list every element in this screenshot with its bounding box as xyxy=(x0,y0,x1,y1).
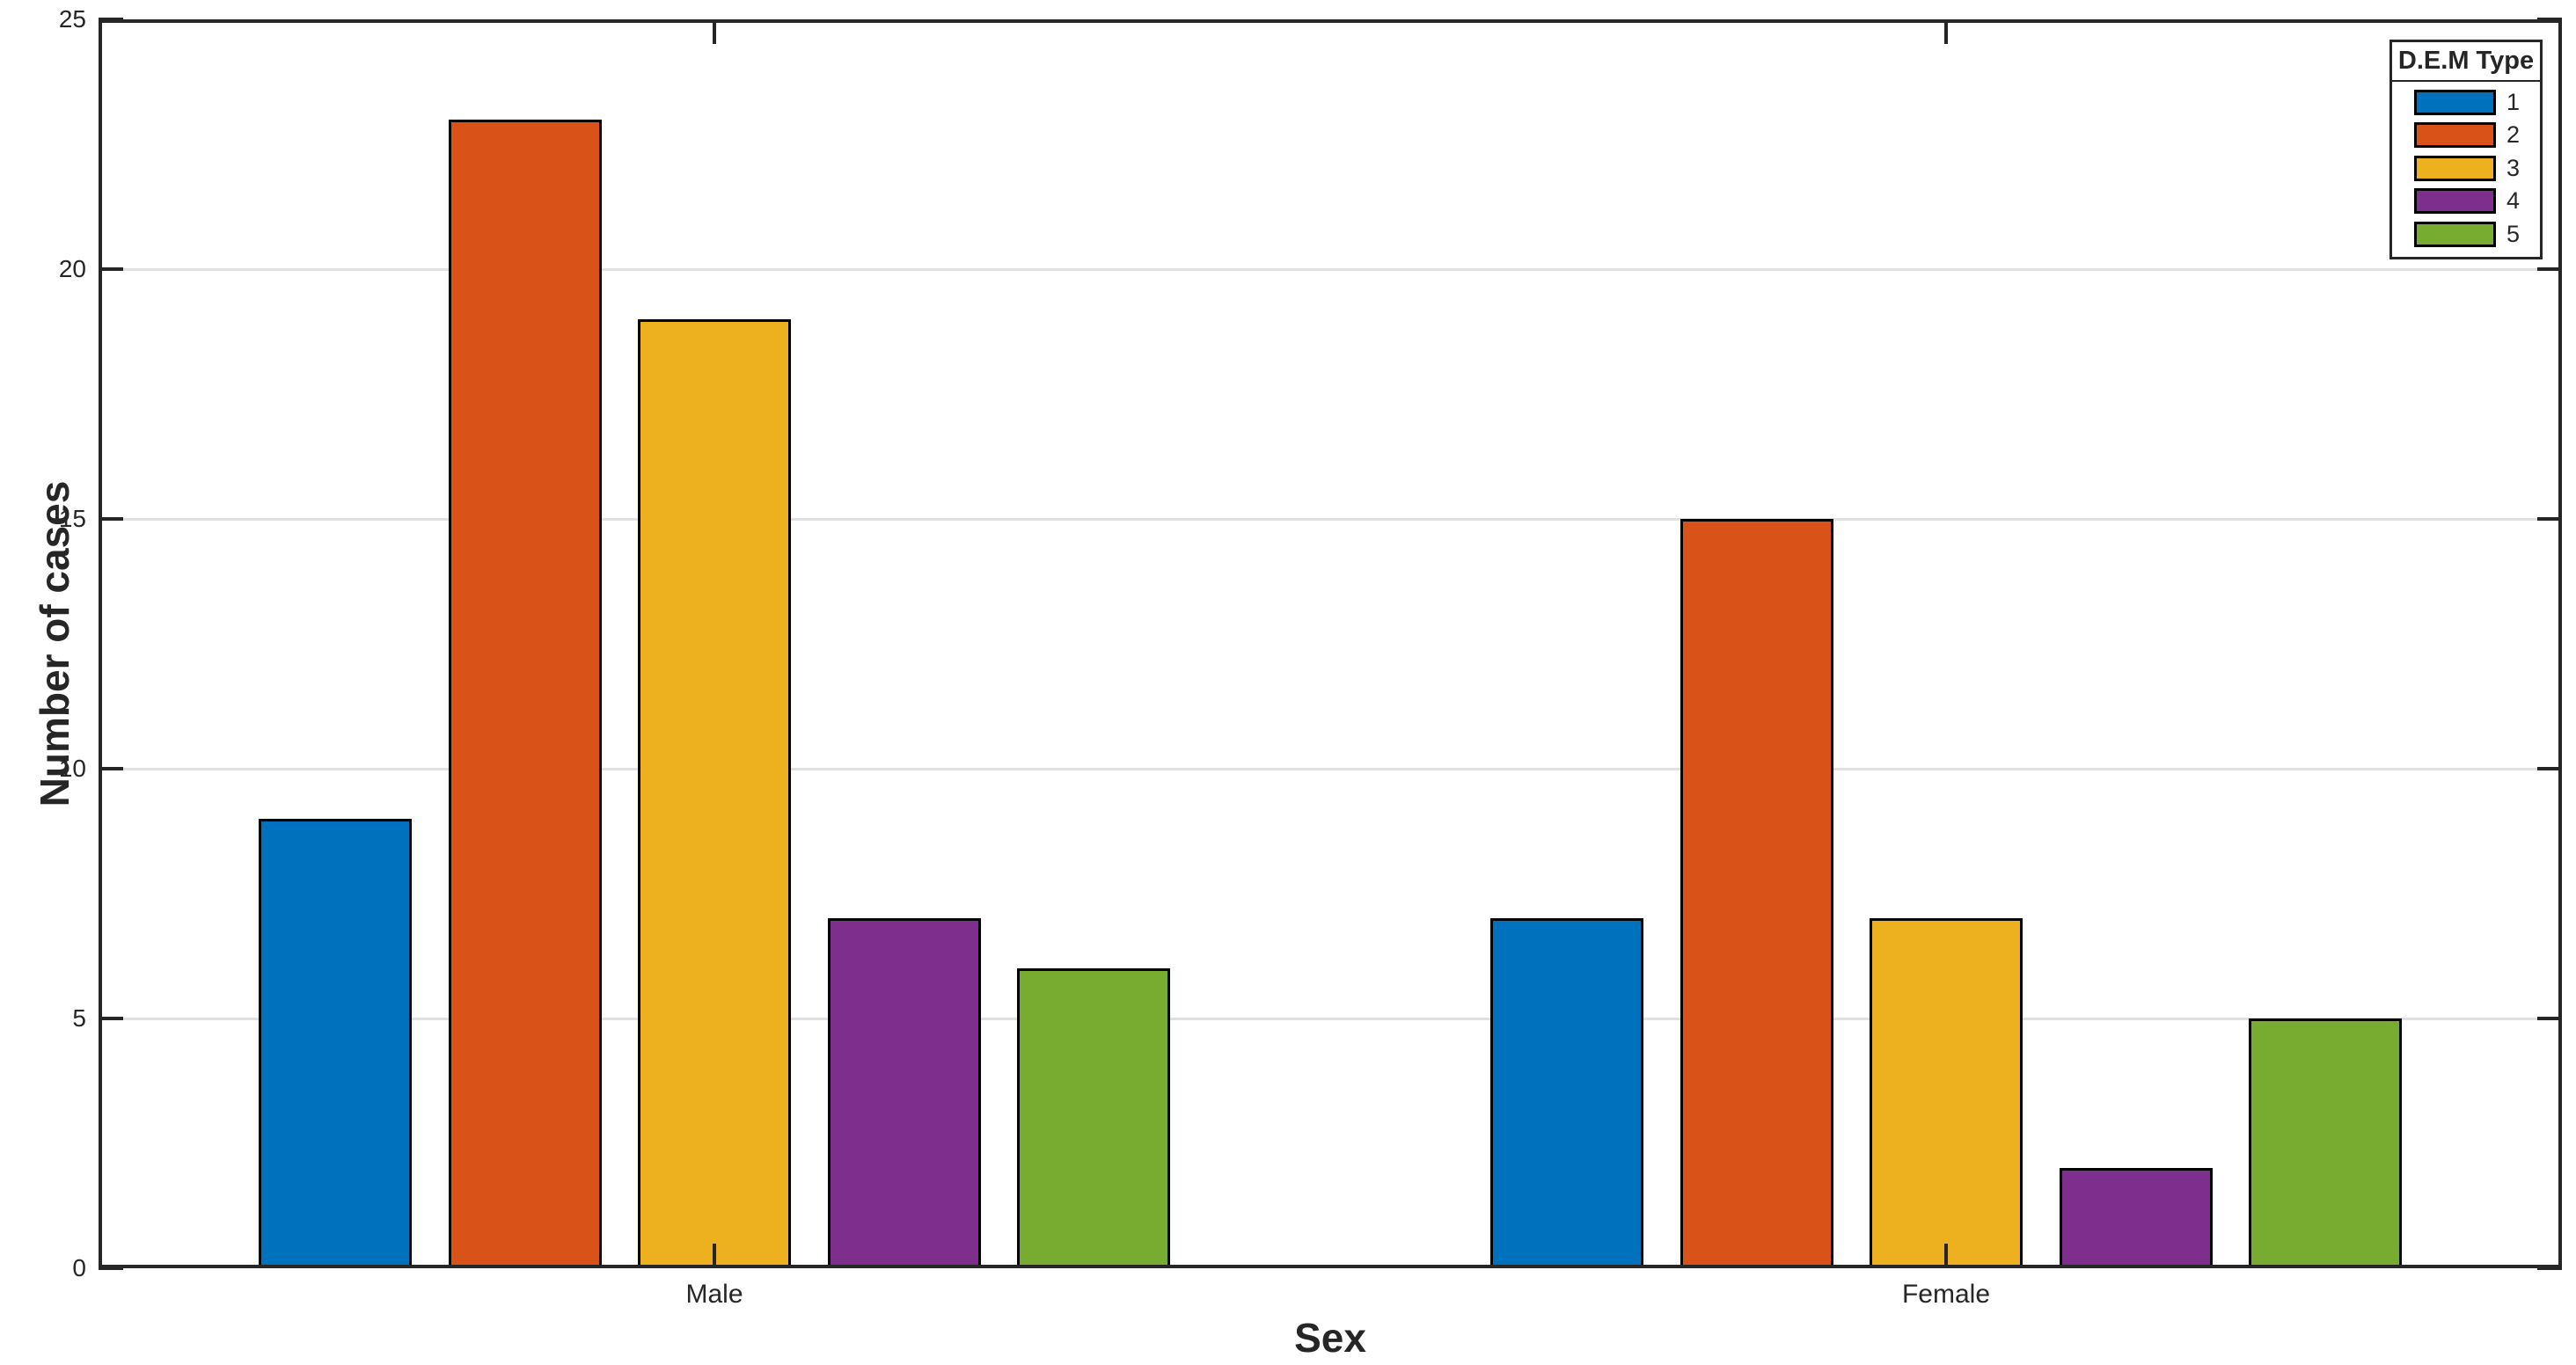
y-tick-left-side-0 xyxy=(99,1266,123,1270)
gridline-y-20 xyxy=(99,267,2562,271)
x-tick-label-male: Male xyxy=(685,1280,743,1309)
y-tick-right-side-0 xyxy=(2537,1266,2562,1270)
y-tick-label-15: 15 xyxy=(58,505,86,532)
legend-swatch-type-3 xyxy=(2414,155,2496,181)
plot-border-right xyxy=(2558,19,2562,1268)
gridline-y-10 xyxy=(99,767,2562,770)
legend-item-label-type-1: 1 xyxy=(2506,88,2521,115)
legend-title: D.E.M Type xyxy=(2392,42,2540,82)
x-tick-top-side-male xyxy=(713,19,716,44)
legend-swatch-type-2 xyxy=(2414,122,2496,148)
bar-male-type-3 xyxy=(638,318,791,1268)
y-tick-left-side-5 xyxy=(99,1017,123,1020)
x-tick-label-female: Female xyxy=(1901,1280,1991,1309)
legend-item-label-type-4: 4 xyxy=(2506,187,2521,214)
y-tick-label-0: 0 xyxy=(72,1254,86,1281)
y-axis-line xyxy=(99,19,102,1268)
bar-female-type-5 xyxy=(2249,1018,2402,1268)
x-axis-line xyxy=(99,1265,2562,1268)
legend-item-label-type-2: 2 xyxy=(2506,121,2521,148)
x-tick-top-side-female xyxy=(1944,19,1948,44)
legend-item-type-3: 3 xyxy=(2414,154,2540,181)
gridline-y-5 xyxy=(99,1017,2562,1020)
y-tick-label-5: 5 xyxy=(72,1004,86,1032)
bar-female-type-1 xyxy=(1490,918,1643,1268)
bar-female-type-3 xyxy=(1870,918,2023,1268)
plot-border-top xyxy=(99,19,2562,23)
bar-male-type-2 xyxy=(448,119,602,1268)
x-tick-bottom-side-female xyxy=(1944,1244,1948,1268)
legend-item-type-5: 5 xyxy=(2414,220,2540,247)
x-axis-label: Sex xyxy=(1294,1315,1366,1361)
legend: D.E.M Type 1 2 3 4 5 xyxy=(2389,40,2543,259)
y-tick-right-side-20 xyxy=(2537,267,2562,271)
bar-female-type-2 xyxy=(1680,519,1833,1268)
y-tick-label-25: 25 xyxy=(58,5,86,33)
bar-male-type-5 xyxy=(1017,968,1170,1268)
legend-swatch-type-4 xyxy=(2414,188,2496,214)
legend-item-label-type-3: 3 xyxy=(2506,154,2521,181)
legend-swatch-type-1 xyxy=(2414,89,2496,115)
legend-item-type-4: 4 xyxy=(2414,188,2540,214)
y-tick-left-side-15 xyxy=(99,517,123,521)
y-tick-right-side-15 xyxy=(2537,517,2562,521)
y-tick-label-10: 10 xyxy=(58,755,86,782)
legend-item-type-1: 1 xyxy=(2414,88,2540,115)
y-axis-label: Number of cases xyxy=(32,480,77,807)
plot-area xyxy=(99,18,2562,1270)
x-tick-bottom-side-male xyxy=(713,1244,716,1268)
y-tick-right-side-25 xyxy=(2537,18,2562,21)
y-tick-right-side-5 xyxy=(2537,1017,2562,1020)
bar-male-type-4 xyxy=(827,918,981,1268)
legend-item-type-2: 2 xyxy=(2414,122,2540,148)
y-tick-left-side-25 xyxy=(99,18,123,21)
gridline-y-15 xyxy=(99,517,2562,521)
bar-male-type-1 xyxy=(259,818,412,1268)
legend-swatch-type-5 xyxy=(2414,221,2496,247)
legend-items: 1 2 3 4 5 xyxy=(2392,82,2540,254)
y-tick-left-side-10 xyxy=(99,767,123,770)
y-tick-left-side-20 xyxy=(99,267,123,271)
bar-female-type-4 xyxy=(2059,1168,2213,1268)
y-tick-right-side-10 xyxy=(2537,767,2562,770)
y-tick-label-20: 20 xyxy=(58,255,86,282)
legend-item-label-type-5: 5 xyxy=(2506,220,2521,247)
